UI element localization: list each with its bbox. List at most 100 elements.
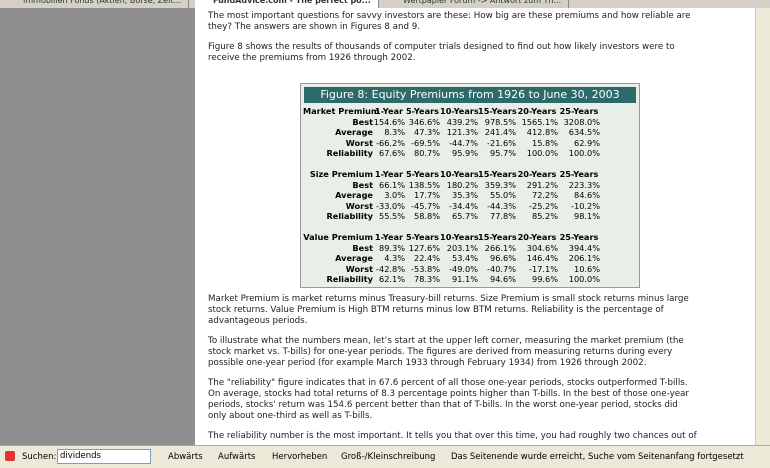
text-line: only about one-third as well as T-bills.	[208, 411, 373, 421]
row-label: Worst	[345, 263, 373, 274]
row-label: Average	[335, 190, 373, 201]
text-line: The "reliability" figure indicates that …	[208, 378, 688, 388]
match-case[interactable]: Groß-/Kleinschreibung	[341, 452, 436, 462]
table-cell: -33.0%	[376, 200, 405, 211]
table-cell: 78.3%	[413, 274, 440, 285]
table-cell: 72.2%	[531, 190, 558, 201]
column-header: 15-Years	[478, 169, 517, 179]
text-line: The reliability number is the most impor…	[208, 431, 697, 441]
column-header: 5-Years	[405, 232, 440, 242]
table-cell: 241.4%	[484, 127, 516, 138]
text-line: they? The answers are shown in Figures 8…	[208, 22, 421, 32]
table-cell: 10.6%	[573, 263, 600, 274]
row-label: Worst	[345, 200, 373, 211]
table-cell: 65.7%	[451, 211, 478, 222]
table-cell: 35.3%	[451, 190, 478, 201]
column-header: 20-Years	[517, 232, 557, 242]
table-title: Figure 8: Equity Premiums from 1926 to J…	[304, 87, 636, 103]
table-cell: -25.2%	[529, 200, 558, 211]
table-cell: 62.9%	[573, 137, 600, 148]
table-cell: 84.6%	[573, 190, 600, 201]
table-cell: 180.2%	[446, 179, 478, 190]
column-header: 15-Years	[478, 106, 517, 116]
table-cell: 95.9%	[451, 148, 478, 159]
row-label: Average	[335, 253, 373, 264]
table-cell: 55.5%	[378, 211, 405, 222]
text-line: To illustrate what the numbers mean, let…	[208, 336, 684, 346]
highlight[interactable]: Hervorheben	[272, 452, 328, 462]
table-cell: 146.4%	[526, 253, 558, 264]
find-input[interactable]: dividends	[57, 449, 151, 464]
table-cell: 15.8%	[531, 137, 558, 148]
table-cell: 121.3%	[446, 127, 478, 138]
table-cell: 98.1%	[573, 211, 600, 222]
table-cell: -66.2%	[376, 137, 405, 148]
table-cell: -42.8%	[376, 263, 405, 274]
table-cell: -44.3%	[487, 200, 516, 211]
column-header: 15-Years	[478, 232, 517, 242]
table-cell: -69.5%	[411, 137, 440, 148]
table-cell: 100.0%	[568, 274, 600, 285]
table-cell: 62.1%	[378, 274, 405, 285]
column-header: 5-Years	[405, 106, 440, 116]
table-cell: -17.1%	[529, 263, 558, 274]
table-cell: 66.1%	[378, 179, 405, 190]
browser-tab: FundAdvice.com - The perfect po...	[195, 0, 379, 8]
table-cell: 94.6%	[489, 274, 516, 285]
tab-bar: Immobilien Fonds (Aktien, Börse, Zeit...…	[0, 0, 770, 8]
close-icon[interactable]	[5, 451, 15, 461]
table-cell: 3.0%	[384, 190, 405, 201]
browser-tab: Wertpapier Forum -> Antwort zum Th...	[385, 0, 569, 8]
row-label: Worst	[345, 137, 373, 148]
table-cell: 55.0%	[489, 190, 516, 201]
column-header: 10-Years	[440, 232, 479, 242]
column-header: 5-Years	[405, 169, 440, 179]
table-cell: 206.1%	[568, 253, 600, 264]
table-cell: 22.4%	[413, 253, 440, 264]
column-header: 20-Years	[517, 106, 557, 116]
table-cell: -53.8%	[411, 263, 440, 274]
find-bar: Suchen: dividends Abwärts Aufwärts Hervo…	[0, 445, 770, 468]
table-cell: -21.6%	[487, 137, 516, 148]
row-label: Reliability	[326, 148, 373, 159]
table-cell: 439.2%	[446, 116, 478, 127]
table-cell: 3208.0%	[563, 116, 600, 127]
table-cell: 47.3%	[413, 127, 440, 138]
text-line: On average, stocks had total returns of …	[208, 389, 689, 399]
table-cell: 1565.1%	[521, 116, 558, 127]
table-cell: -44.7%	[449, 137, 478, 148]
side-panel	[0, 8, 195, 445]
column-header: 25-Years	[559, 169, 599, 179]
figure-table: Figure 8: Equity Premiums from 1926 to J…	[300, 83, 640, 288]
table-cell: 89.3%	[378, 242, 405, 253]
text-line: advantageous periods.	[208, 316, 308, 326]
find-label: Suchen:	[22, 452, 57, 462]
table-cell: 223.3%	[568, 179, 600, 190]
table-cell: 67.6%	[378, 148, 405, 159]
column-header: Value Premium	[303, 232, 373, 242]
row-label: Reliability	[326, 274, 373, 285]
column-header: 1-Year	[374, 232, 404, 242]
table-cell: 266.1%	[484, 242, 516, 253]
table-cell: 17.7%	[413, 190, 440, 201]
row-label: Best	[352, 116, 373, 127]
find-up[interactable]: Aufwärts	[218, 452, 256, 462]
table-cell: 80.7%	[413, 148, 440, 159]
table-cell: 138.5%	[408, 179, 440, 190]
table-cell: 203.1%	[446, 242, 478, 253]
column-header: 1-Year	[374, 106, 404, 116]
find-down[interactable]: Abwärts	[168, 452, 203, 462]
table-cell: 304.6%	[526, 242, 558, 253]
table-cell: 100.0%	[526, 148, 558, 159]
column-header: 10-Years	[440, 169, 479, 179]
table-cell: 85.2%	[531, 211, 558, 222]
text-line: possible one-year period (for example Ma…	[208, 358, 647, 368]
column-header: Size Premium	[309, 169, 373, 179]
table-cell: 95.7%	[489, 148, 516, 159]
table-cell: 127.6%	[408, 242, 440, 253]
table-cell: 53.4%	[451, 253, 478, 264]
table-cell: 8.3%	[384, 127, 405, 138]
row-label: Reliability	[326, 211, 373, 222]
scrollbar[interactable]	[755, 8, 770, 445]
table-cell: -34.4%	[449, 200, 478, 211]
